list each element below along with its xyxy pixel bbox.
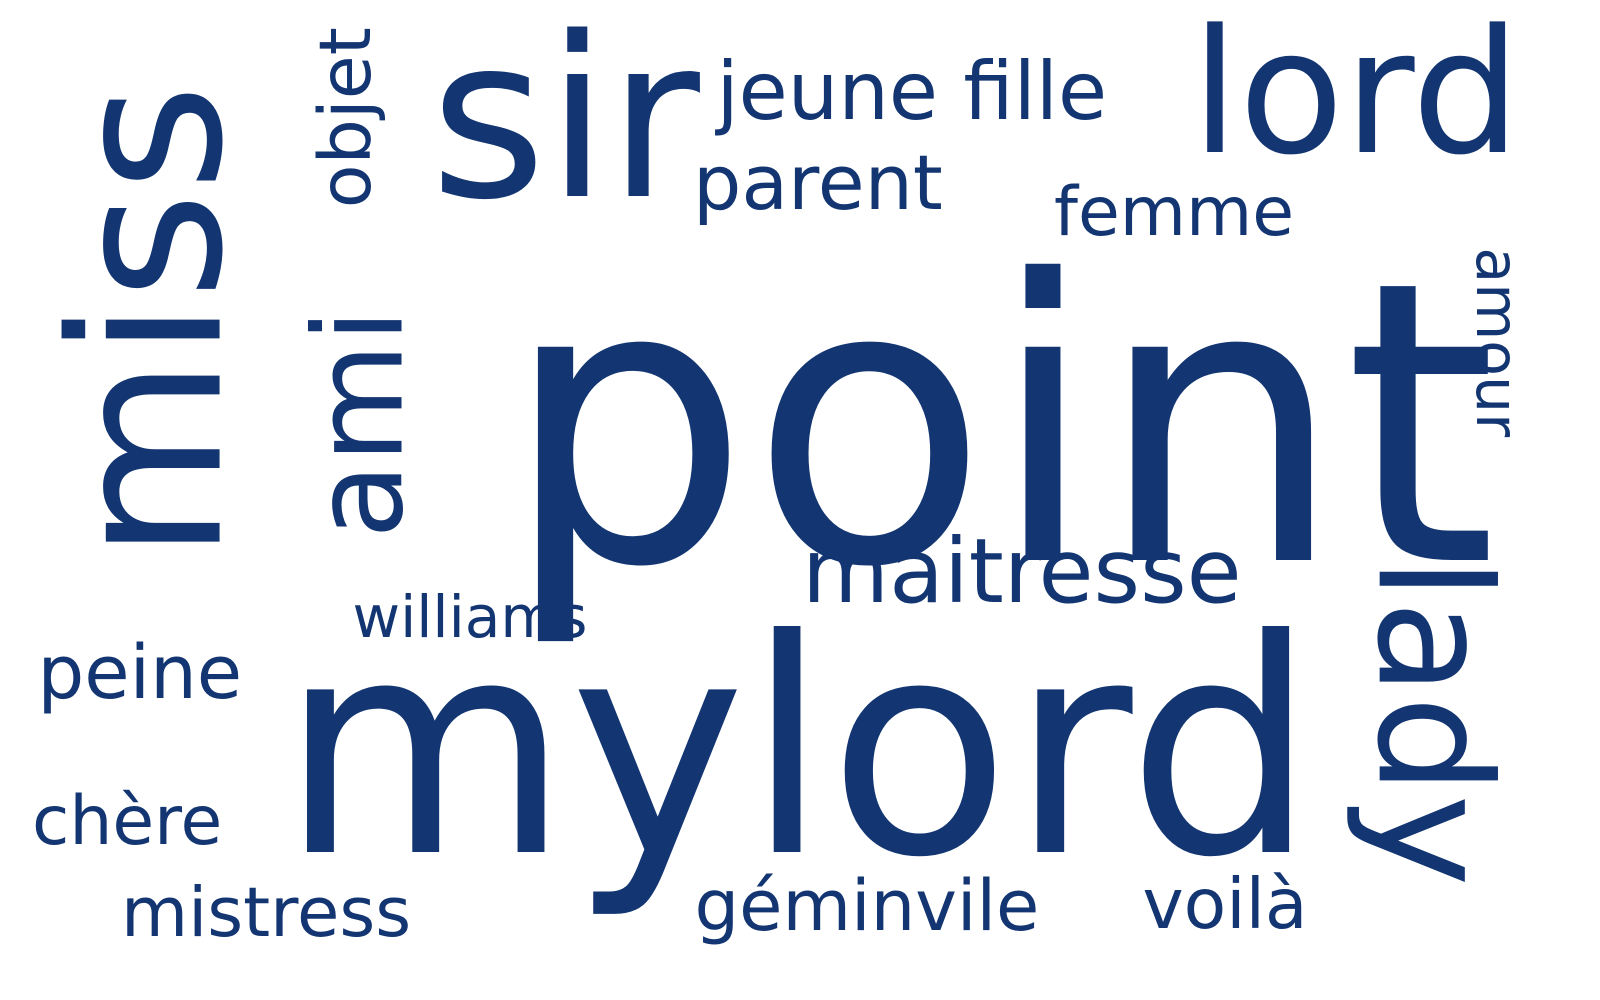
word-jeune-fille: jeune fille: [716, 45, 1108, 138]
word-lady: lady: [1342, 557, 1525, 887]
word-parent: parent: [693, 138, 943, 227]
word-lord: lord: [1191, 0, 1521, 193]
word-ami: ami: [287, 308, 432, 539]
word-voila: voilà: [1142, 864, 1308, 945]
word-objet: objet: [303, 27, 387, 209]
word-amour: amour: [1463, 246, 1532, 437]
word-miss: miss: [27, 83, 270, 561]
word-sir: sir: [430, 0, 700, 249]
word-peine: peine: [37, 631, 243, 716]
word-williams: williams: [352, 583, 588, 651]
word-geminvile: géminvile: [694, 865, 1040, 947]
word-femme: femme: [1054, 173, 1295, 252]
word-chere: chère: [32, 782, 223, 861]
word-mylord: mylord: [280, 576, 1317, 923]
word-mistress: mistress: [121, 872, 412, 953]
word-maitresse: maitresse: [802, 519, 1242, 624]
word-point: point: [502, 198, 1498, 652]
